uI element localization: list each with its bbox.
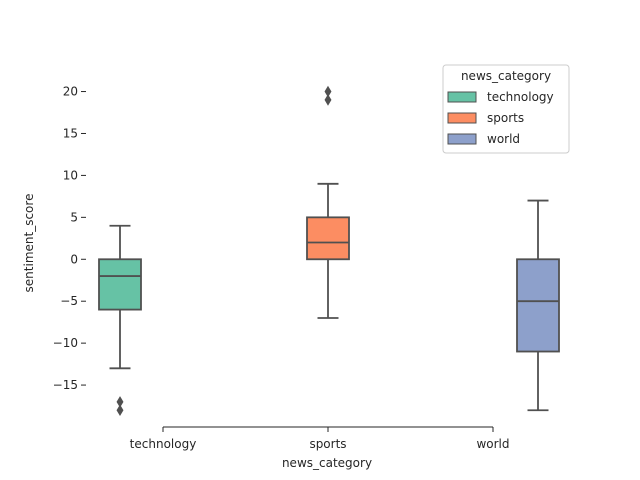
outlier-point	[324, 85, 332, 98]
x-tick-label: technology	[130, 437, 197, 451]
y-axis-label: sentiment_score	[22, 194, 36, 293]
y-tick-label: −5	[60, 294, 78, 308]
outlier-point	[324, 94, 332, 106]
legend-label-sports: sports	[487, 111, 524, 125]
legend-frame	[442, 64, 570, 154]
legend-title: news_category	[461, 69, 551, 83]
y-tick-label: −15	[53, 378, 78, 392]
box-technology	[98, 224, 142, 417]
legend-swatch-technology	[447, 91, 477, 103]
iqr-box	[98, 258, 142, 311]
plot-area	[98, 85, 560, 417]
y-tick-label: 15	[63, 126, 78, 140]
box-world	[516, 199, 560, 412]
x-tick-label: world	[476, 437, 509, 451]
y-tick-label: 0	[70, 252, 78, 266]
legend-swatch-world	[447, 133, 477, 145]
legend-label-world: world	[487, 132, 520, 146]
iqr-box	[516, 258, 560, 353]
outlier-point	[116, 404, 124, 417]
legend-label-technology: technology	[487, 90, 554, 104]
legend-swatch-sports	[447, 112, 477, 124]
y-tick-label: 20	[63, 85, 78, 99]
box-sports	[306, 85, 350, 319]
y-tick-label: −10	[53, 336, 78, 350]
x-tick-label: sports	[309, 437, 346, 451]
x-axis-label: news_category	[282, 456, 372, 470]
y-tick-label: 10	[63, 168, 78, 182]
axes: −15 −10 −5 0 5 10 15 20 technology sports world	[53, 85, 510, 451]
iqr-box	[306, 216, 350, 261]
legend: news_category technology sports world	[442, 64, 570, 154]
y-tick-label: 5	[70, 210, 78, 224]
